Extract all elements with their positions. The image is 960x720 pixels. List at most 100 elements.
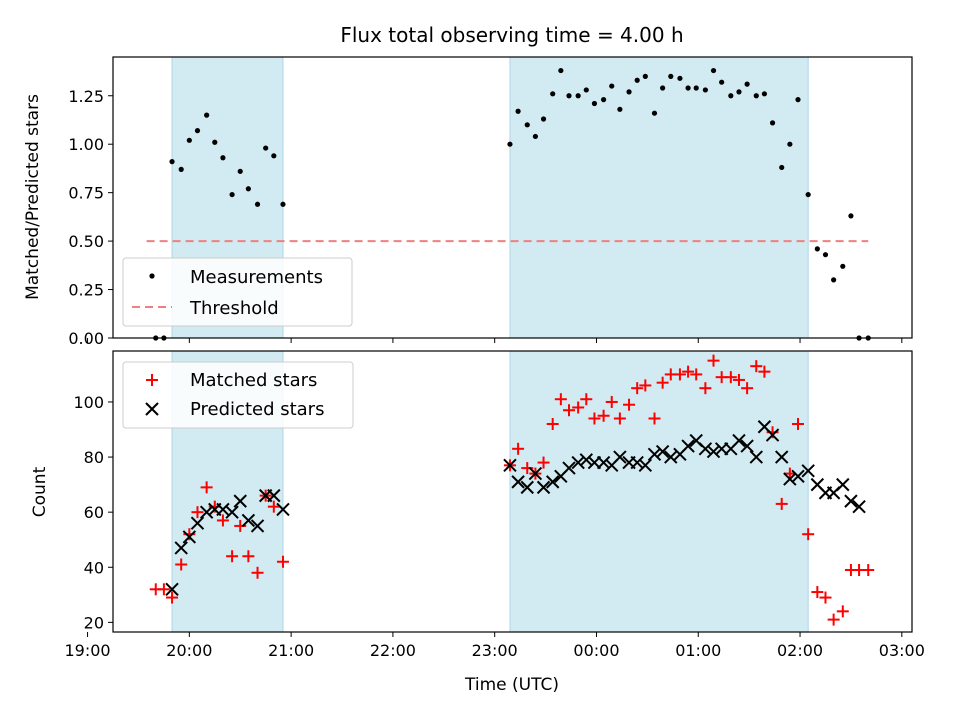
measurement-point bbox=[263, 145, 269, 151]
predicted-star-point bbox=[791, 469, 805, 484]
y-tick-label: 0.50 bbox=[68, 232, 104, 251]
predicted-star-point bbox=[276, 502, 290, 517]
measurement-point bbox=[204, 112, 210, 118]
predicted-star-point bbox=[182, 530, 197, 544]
matched-star-point bbox=[811, 586, 824, 599]
measurement-point bbox=[558, 67, 564, 74]
matched-star-point bbox=[690, 368, 703, 381]
shaded-region bbox=[509, 350, 809, 633]
measurement-point bbox=[229, 191, 235, 198]
predicted-star-point bbox=[681, 439, 695, 453]
measurement-point bbox=[524, 122, 530, 128]
matched-star-point bbox=[580, 393, 593, 406]
predicted-star-point bbox=[190, 516, 205, 530]
measurement-point bbox=[831, 277, 837, 283]
matched-star-point bbox=[554, 393, 567, 406]
matched-star-point bbox=[562, 404, 575, 417]
predicted-star-point bbox=[783, 472, 797, 486]
predicted-star-point bbox=[740, 439, 754, 453]
y-tick-label: 0.25 bbox=[68, 281, 104, 300]
matched-star-point bbox=[741, 382, 754, 395]
legend-threshold-label: Threshold bbox=[189, 298, 279, 319]
measurement-point bbox=[550, 91, 556, 97]
matched-star-point bbox=[682, 365, 695, 378]
x-tick-label: 03:00 bbox=[879, 641, 925, 660]
matched-star-point bbox=[276, 555, 289, 568]
matched-star-point bbox=[537, 456, 550, 469]
x-tick-label: 23:00 bbox=[472, 641, 518, 660]
matched-star-point bbox=[546, 418, 559, 431]
predicted-star-point bbox=[706, 444, 721, 459]
x-tick-label: 00:00 bbox=[573, 641, 619, 660]
matched-star-point bbox=[732, 373, 745, 386]
x-tick-label: 22:00 bbox=[370, 641, 416, 660]
y-tick-label: 1.00 bbox=[68, 135, 104, 154]
predicted-star-point bbox=[250, 519, 265, 533]
predicted-star-point bbox=[801, 464, 815, 478]
measurement-point bbox=[685, 85, 691, 91]
measurement-point bbox=[814, 246, 820, 252]
measurement-point bbox=[787, 141, 793, 147]
predicted-star-point bbox=[647, 447, 662, 462]
legend-matched-marker bbox=[146, 374, 158, 386]
measurement-point bbox=[212, 139, 218, 145]
matched-star-point bbox=[673, 368, 686, 381]
matched-star-point bbox=[750, 360, 763, 373]
y-tick-label: 40 bbox=[84, 558, 104, 577]
measurement-point bbox=[626, 89, 632, 95]
measurement-point bbox=[237, 168, 243, 174]
y-tick-label: 80 bbox=[84, 448, 104, 467]
measurement-point bbox=[651, 110, 658, 116]
measurement-point bbox=[753, 93, 759, 99]
matched-star-point bbox=[707, 354, 720, 367]
matched-star-point bbox=[639, 379, 652, 392]
matched-star-point bbox=[200, 481, 213, 494]
measurement-point bbox=[609, 83, 615, 89]
measurement-point bbox=[728, 93, 734, 99]
matched-star-point bbox=[191, 506, 204, 519]
y-tick-label: 1.25 bbox=[68, 87, 104, 106]
measurement-point bbox=[761, 91, 768, 97]
matched-star-point bbox=[819, 591, 832, 604]
measurement-point bbox=[600, 97, 607, 103]
measurement-point bbox=[693, 85, 699, 91]
y-tick-label: 0.00 bbox=[68, 329, 104, 348]
predicted-star-point bbox=[852, 499, 866, 514]
legend-measurements-label: Measurements bbox=[190, 267, 323, 288]
matched-star-point bbox=[216, 514, 229, 527]
predicted-star-point bbox=[199, 505, 214, 519]
legend-measurements-marker bbox=[149, 273, 155, 279]
predicted-star-point bbox=[545, 475, 560, 489]
matched-star-point bbox=[792, 418, 805, 431]
matched-star-point bbox=[802, 528, 815, 541]
predicted-star-point bbox=[664, 450, 678, 464]
measurement-point bbox=[591, 100, 598, 107]
matched-star-point bbox=[724, 371, 737, 384]
matched-star-point bbox=[512, 442, 525, 455]
measurement-point bbox=[280, 201, 286, 207]
measurement-point bbox=[271, 153, 277, 159]
shaded-region bbox=[509, 56, 809, 339]
predicted-star-point bbox=[528, 466, 543, 481]
predicted-star-point bbox=[562, 461, 576, 475]
x-tick-label: 20:00 bbox=[166, 641, 212, 660]
x-axis-label: Time (UTC) bbox=[464, 675, 559, 695]
measurement-point bbox=[822, 252, 829, 258]
y-tick-label: 0.75 bbox=[68, 184, 104, 203]
predicted-star-point bbox=[765, 428, 780, 442]
chart-title: Flux total observing time = 4.00 h bbox=[340, 23, 683, 47]
matched-star-point bbox=[166, 591, 179, 604]
measurement-point bbox=[736, 89, 742, 95]
measurement-point bbox=[507, 141, 513, 147]
matched-star-point bbox=[648, 412, 661, 425]
predicted-star-point bbox=[233, 494, 247, 508]
matched-star-point bbox=[758, 365, 771, 378]
measurement-point bbox=[660, 85, 666, 91]
measurement-point bbox=[245, 186, 251, 192]
matched-star-point bbox=[605, 395, 618, 408]
legend-predicted-marker bbox=[145, 402, 159, 416]
measurement-point bbox=[254, 201, 261, 207]
predicted-star-point bbox=[511, 475, 525, 489]
measurement-point bbox=[220, 155, 226, 161]
